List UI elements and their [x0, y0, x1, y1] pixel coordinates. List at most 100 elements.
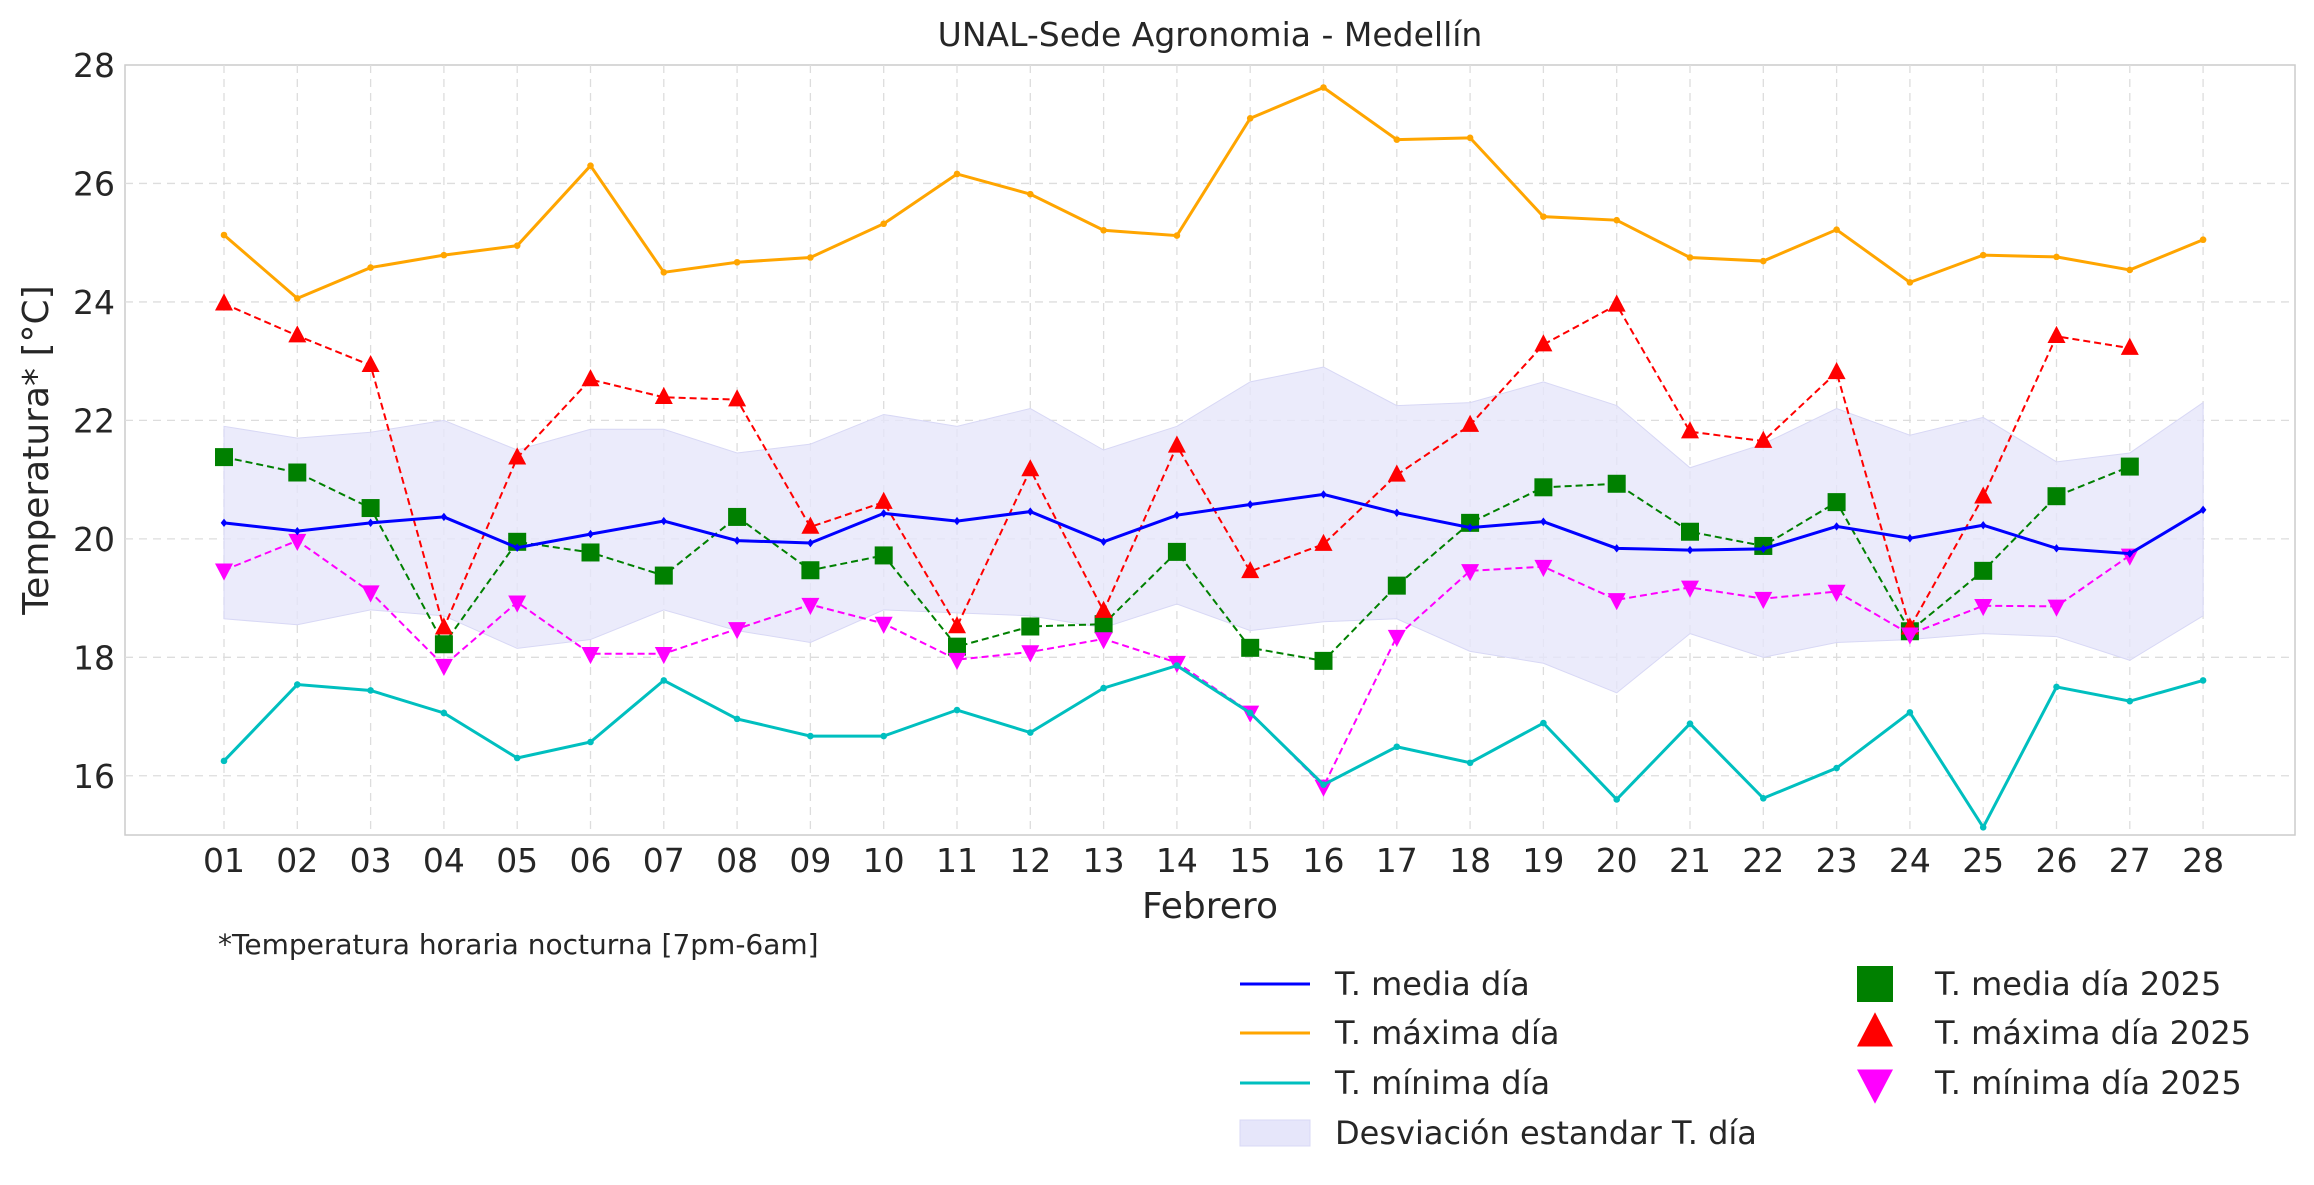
- data-point: [1100, 684, 1107, 692]
- data-point: [1540, 517, 1547, 526]
- data-point: [434, 635, 453, 654]
- legend-swatch: [1857, 1069, 1893, 1104]
- legend-swatch: [1857, 966, 1893, 1002]
- data-point: [1686, 254, 1694, 261]
- data-point: [1027, 729, 1034, 736]
- data-point: [728, 389, 747, 407]
- data-point: [1681, 580, 1699, 598]
- footnote: *Temperatura horaria nocturna [7pm-6am]: [218, 928, 819, 961]
- data-point: [220, 231, 228, 239]
- data-point: [1461, 564, 1480, 582]
- data-point: [1974, 599, 1993, 617]
- legend-label: T. máxima día 2025: [1934, 1014, 2251, 1052]
- data-point: [948, 637, 966, 656]
- x-tick-label: 16: [1303, 841, 1345, 880]
- y-tick-label: 24: [73, 283, 115, 322]
- data-point: [294, 295, 301, 302]
- data-point: [880, 509, 887, 518]
- data-point: [1241, 561, 1260, 579]
- data-point: [361, 585, 380, 603]
- data-point: [1979, 251, 1987, 259]
- data-point: [361, 499, 380, 518]
- data-point: [1827, 493, 1846, 512]
- plot-frame: [124, 64, 2296, 836]
- data-point: [440, 512, 448, 522]
- legend-swatch: [1857, 1012, 1893, 1047]
- data-point: [728, 622, 747, 640]
- data-point: [1100, 226, 1107, 234]
- data-point: [801, 561, 820, 580]
- data-point: [953, 516, 961, 526]
- x-tick-label: 02: [276, 841, 318, 880]
- data-point: [1833, 226, 1840, 233]
- data-point: [2053, 544, 2060, 553]
- data-point: [288, 325, 307, 343]
- series-line: [223, 492, 2204, 556]
- x-tick-label: 20: [1596, 841, 1638, 880]
- data-point: [513, 754, 521, 762]
- data-point: [1094, 632, 1113, 650]
- x-tick-label: 21: [1669, 841, 1711, 880]
- data-point: [1027, 190, 1034, 198]
- x-tick-label: 19: [1522, 841, 1564, 880]
- data-point: [1827, 584, 1846, 602]
- data-point: [1246, 709, 1254, 717]
- data-point: [2053, 253, 2060, 261]
- data-point: [2120, 337, 2139, 355]
- data-point: [1979, 521, 1987, 530]
- legend-swatch: [1239, 1119, 1311, 1147]
- x-tick-label: 13: [1083, 841, 1125, 880]
- data-point: [2126, 697, 2134, 705]
- x-tick-label: 05: [496, 841, 538, 880]
- data-point: [1466, 134, 1474, 142]
- data-point: [367, 518, 374, 528]
- series-line: [223, 85, 2204, 301]
- x-tick-label: 25: [1962, 841, 2004, 880]
- x-tick-label: 01: [203, 841, 245, 880]
- data-point: [801, 597, 820, 615]
- data-point: [1021, 617, 1040, 636]
- y-tick-label: 16: [73, 757, 115, 796]
- x-tick-label: 10: [863, 841, 905, 880]
- legend-label: T. mínima día: [1334, 1064, 1550, 1102]
- data-point: [728, 507, 747, 526]
- x-tick-label: 09: [789, 841, 831, 880]
- x-axis-label: Febrero: [1142, 886, 1278, 927]
- data-point: [1760, 544, 1767, 554]
- data-point: [581, 543, 600, 562]
- data-point: [1534, 559, 1553, 578]
- data-point: [513, 543, 521, 552]
- x-tick-label: 12: [1009, 841, 1051, 880]
- data-point: [434, 658, 453, 676]
- x-tick-label: 07: [643, 841, 685, 880]
- data-point: [220, 757, 228, 765]
- y-tick-label: 18: [73, 638, 115, 677]
- data-point: [1827, 362, 1846, 380]
- data-point: [1540, 719, 1547, 727]
- y-tick-label: 28: [73, 46, 115, 85]
- data-point: [1167, 435, 1186, 453]
- data-point: [1686, 720, 1694, 727]
- data-point: [440, 251, 448, 259]
- data-point: [1320, 781, 1327, 788]
- x-tick-label: 06: [570, 841, 612, 880]
- data-point: [587, 162, 594, 169]
- data-point: [948, 652, 966, 671]
- data-point: [807, 538, 814, 548]
- data-point: [1760, 257, 1767, 265]
- data-point: [2120, 457, 2139, 476]
- data-point: [220, 518, 228, 528]
- data-point: [1534, 478, 1553, 497]
- legend-label: Desviación estandar T. día: [1335, 1114, 1757, 1152]
- data-point: [733, 715, 741, 723]
- data-point: [1833, 764, 1840, 772]
- data-point: [1613, 544, 1620, 553]
- data-point: [1393, 743, 1401, 751]
- data-point: [581, 369, 600, 387]
- data-point: [1900, 627, 1919, 645]
- data-point: [2053, 683, 2060, 691]
- data-point: [440, 709, 448, 717]
- x-tick-label: 22: [1742, 841, 1784, 880]
- data-point: [1906, 534, 1914, 543]
- legend-label: T. media día: [1334, 965, 1530, 1003]
